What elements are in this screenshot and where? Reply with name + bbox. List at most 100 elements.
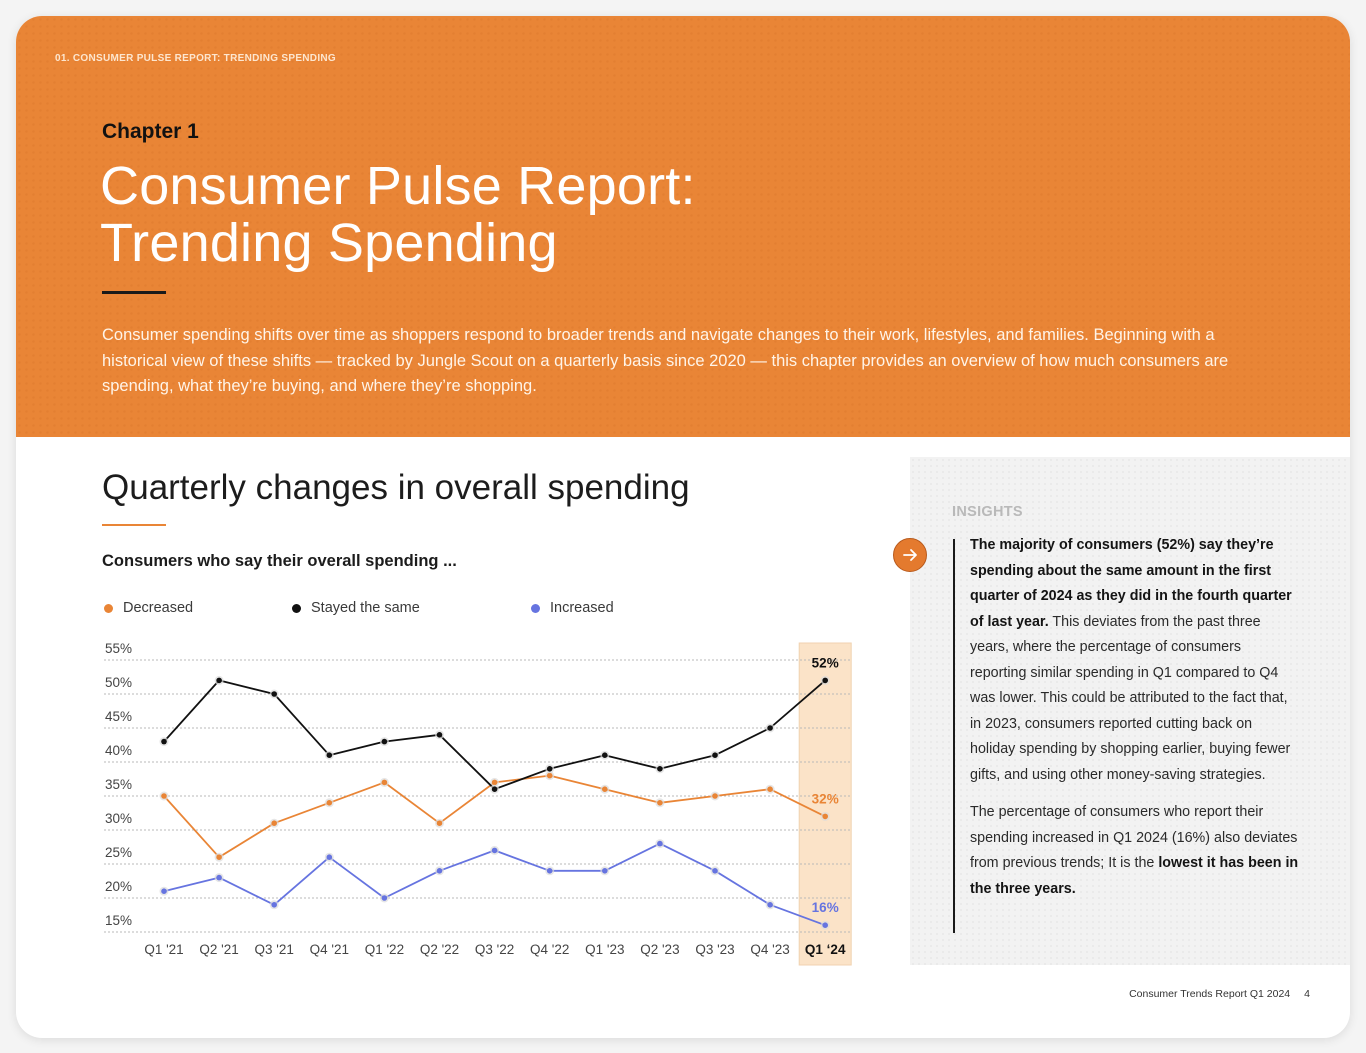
insights-paragraph-2: The percentage of consumers who report t… (970, 800, 1300, 902)
data-point (381, 738, 388, 745)
data-point (271, 902, 277, 908)
data-point (822, 813, 828, 820)
insights-paragraph-1: The majority of consumers (52%) say they… (970, 533, 1300, 788)
legend-dot-decreased (104, 603, 113, 613)
data-point (326, 854, 333, 860)
data-point (767, 786, 773, 792)
insights-p1-bold: The majority of consumers (52%) say they… (970, 537, 1292, 630)
x-tick-label: Q3 '23 (695, 942, 734, 957)
data-point (602, 868, 608, 874)
data-point (767, 902, 773, 908)
data-point (546, 766, 553, 772)
data-point (602, 786, 608, 792)
section-title: Quarterly changes in overall spending (102, 468, 690, 507)
intro-paragraph: Consumer spending shifts over time as sh… (102, 326, 1229, 396)
page-title: Consumer Pulse Report: Trending Spending (100, 158, 1000, 272)
data-point (161, 738, 167, 745)
data-point (767, 725, 773, 731)
legend-label-decreased: Decreased (123, 600, 194, 616)
series-line-stayed-the-same (163, 679, 826, 791)
x-tick-label: Q1 '21 (144, 942, 183, 957)
data-point (326, 800, 333, 806)
insights-panel: INSIGHTS The majority of consumers (52%)… (893, 457, 1350, 965)
x-tick-label: Q3 '21 (255, 942, 294, 957)
insights-p1-rest: This deviates from the past three years,… (970, 613, 1291, 783)
legend-label-stayed: Stayed the same (311, 600, 420, 616)
insights-label: INSIGHTS (952, 504, 1023, 520)
line-chart: 55% 50% 45% 40% 35% 30% 25% 20% 15% Q1 '21 Q2 '21 Q… (104, 641, 852, 966)
insights-quote-bar (953, 539, 955, 933)
footer-report-name: Consumer Trends Report Q1 2024 (1129, 988, 1291, 1000)
end-value-label: 32% (812, 791, 839, 806)
data-point (491, 779, 498, 786)
data-point (216, 677, 222, 684)
y-tick-label: 45% (105, 709, 132, 724)
data-point (602, 752, 608, 758)
data-point (436, 820, 443, 826)
data-point (381, 895, 388, 901)
section-divider (102, 524, 166, 526)
x-tick-label: Q4 '23 (750, 942, 789, 957)
data-point (712, 868, 718, 874)
data-point (657, 840, 663, 847)
data-point (712, 752, 718, 758)
legend-item-stayed: Stayed the same (292, 600, 420, 616)
x-tick-label: Q2 '21 (199, 942, 238, 957)
y-tick-label: 40% (105, 743, 132, 758)
data-point (161, 793, 167, 799)
data-point (271, 820, 277, 826)
insights-p2-bold: lowest it has been in the three years. (970, 855, 1299, 897)
legend-dot-increased (531, 603, 540, 613)
data-point (216, 874, 222, 881)
data-point (381, 779, 388, 786)
data-point (546, 772, 553, 779)
y-tick-label: 55% (105, 641, 132, 656)
x-tick-label: Q4 '22 (530, 942, 569, 957)
data-point (216, 854, 222, 860)
insights-text: The majority of consumers (52%) say they… (970, 533, 1300, 914)
legend-dot-stayed (292, 603, 301, 613)
y-tick-label: 15% (105, 913, 132, 928)
end-value-label: 16% (812, 900, 839, 915)
data-point (657, 800, 663, 806)
legend-label-increased: Increased (550, 600, 614, 616)
data-point (436, 732, 443, 738)
end-value-label: 52% (812, 655, 839, 670)
insights-p2-start: The percentage of consumers who report t… (970, 804, 1298, 871)
y-tick-label: 30% (105, 811, 132, 826)
data-point (822, 922, 828, 928)
y-tick-label: 50% (105, 675, 132, 690)
report-page: 01. CONSUMER PULSE REPORT: TRENDING SPEN… (16, 16, 1350, 1038)
y-tick-label: 35% (105, 777, 132, 792)
data-point (712, 793, 718, 799)
data-point (546, 868, 553, 874)
title-divider (102, 291, 166, 294)
arrow-right-button[interactable] (893, 538, 927, 572)
page-title-line-2: Trending Spending (100, 213, 558, 273)
legend-item-decreased: Decreased (104, 600, 193, 616)
chapter-hero-banner: 01. CONSUMER PULSE REPORT: TRENDING SPEN… (16, 16, 1350, 437)
x-tick-label: Q1 '23 (585, 942, 624, 957)
page-number: 4 (1304, 988, 1310, 1000)
series-line-increased (163, 842, 826, 927)
chart-legend: Decreased Stayed the same Increased (102, 600, 662, 620)
data-point (271, 691, 277, 697)
page-footer: Consumer Trends Report Q1 2024 4 (1129, 988, 1310, 1000)
chapter-label: Chapter 1 (102, 120, 199, 143)
legend-item-increased: Increased (531, 600, 614, 616)
data-point (326, 752, 333, 758)
page-title-line-1: Consumer Pulse Report: (100, 156, 696, 216)
chart-subtitle: Consumers who say their overall spending… (102, 552, 457, 570)
x-tick-label: Q2 '23 (640, 942, 679, 957)
data-point (491, 786, 498, 792)
x-tick-label: Q1 ‘24 (805, 942, 846, 957)
data-point (657, 766, 663, 772)
x-tick-label: Q3 '22 (475, 942, 514, 957)
arrow-right-icon (903, 549, 917, 561)
x-tick-label: Q4 '21 (310, 942, 349, 957)
data-point (161, 888, 167, 894)
x-tick-label: Q2 '22 (420, 942, 459, 957)
data-point (822, 677, 828, 684)
x-tick-label: Q1 '22 (365, 942, 404, 957)
y-tick-label: 25% (105, 845, 132, 860)
